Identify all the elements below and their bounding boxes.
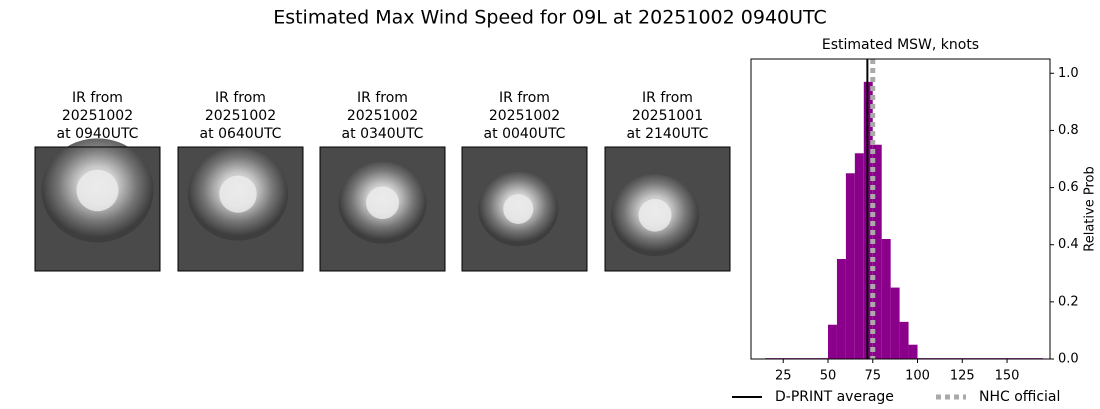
- panel-label: 20251002: [62, 108, 133, 124]
- storm-core: [219, 175, 257, 213]
- panel-label: 20251002: [205, 108, 276, 124]
- panel-label: 20251002: [347, 108, 418, 124]
- y-tick-label: 0.0: [1058, 352, 1079, 367]
- bar: [881, 239, 891, 359]
- y-tick-label: 1.0: [1058, 66, 1079, 81]
- legend-label: NHC official: [979, 389, 1060, 405]
- image-frame: [461, 146, 588, 272]
- panel-label: at 0040UTC: [484, 126, 566, 142]
- storm-core: [76, 169, 119, 212]
- bar: [908, 344, 918, 359]
- panel-label: IR from: [499, 90, 550, 106]
- image-frame: [319, 146, 446, 272]
- panel-label: 20251001: [632, 108, 703, 124]
- x-tick-label: 100: [905, 369, 930, 384]
- image-frame: [177, 146, 304, 272]
- x-tick-label: 125: [950, 369, 975, 384]
- panel-label: at 0640UTC: [200, 126, 282, 142]
- x-tick-label: 25: [775, 369, 792, 384]
- panel-label: IR from: [357, 90, 408, 106]
- y-tick-label: 0.4: [1058, 237, 1079, 252]
- y-tick-label: 0.2: [1058, 294, 1079, 309]
- panel-label: at 2140UTC: [627, 126, 709, 142]
- image-frame: [604, 146, 731, 272]
- panel-label: 20251002: [489, 108, 560, 124]
- y-tick-label: 0.8: [1058, 123, 1079, 138]
- bar: [827, 324, 837, 359]
- plot-frame: [750, 58, 1051, 360]
- y-tick-label: 0.6: [1058, 180, 1079, 195]
- x-tick-label: 50: [820, 369, 837, 384]
- bar: [854, 153, 864, 359]
- storm-core: [638, 198, 672, 232]
- panel-label: at 0340UTC: [342, 126, 424, 142]
- panel-label: IR from: [215, 90, 266, 106]
- bar: [890, 287, 900, 359]
- figure-title: Estimated Max Wind Speed for 09L at 2025…: [273, 7, 827, 29]
- bar: [836, 259, 846, 359]
- panel-label: at 0940UTC: [57, 126, 139, 142]
- bar: [845, 173, 855, 359]
- bar: [899, 321, 909, 359]
- x-tick-label: 150: [995, 369, 1020, 384]
- x-tick-label: 75: [864, 369, 881, 384]
- legend-label: D-PRINT average: [775, 389, 894, 405]
- image-frame: [34, 146, 161, 272]
- y-axis-label: Relative Prob: [1083, 166, 1098, 251]
- panel-label: IR from: [642, 90, 693, 106]
- storm-core: [366, 186, 399, 220]
- bar: [872, 144, 882, 359]
- panel-label: IR from: [72, 90, 123, 106]
- chart-title: Estimated MSW, knots: [822, 37, 979, 53]
- storm-core: [503, 194, 534, 224]
